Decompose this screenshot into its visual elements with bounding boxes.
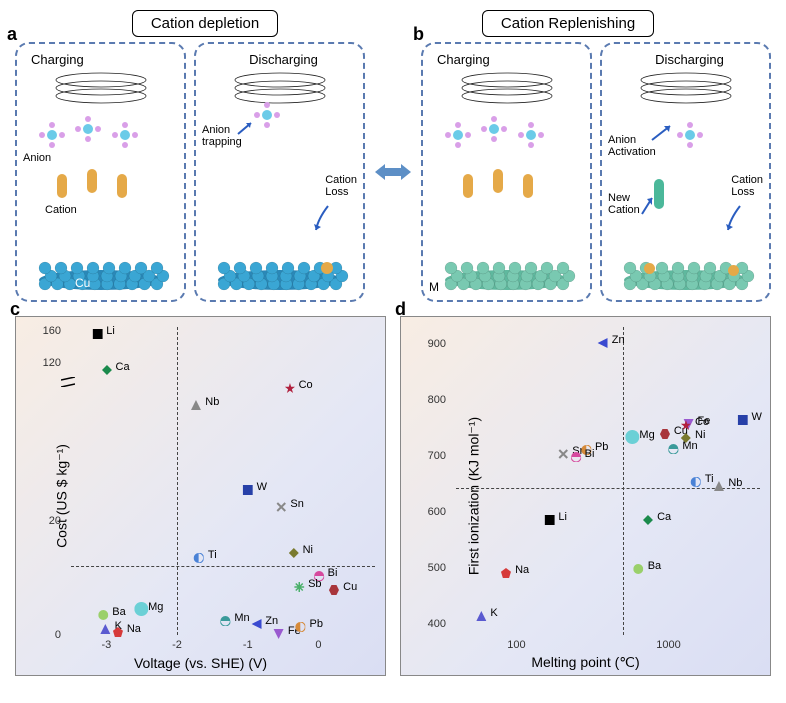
panel-d-letter: d: [395, 299, 406, 320]
panel-b-charging: Charging M: [421, 42, 592, 302]
cation-loss-label: Cation Loss: [731, 174, 763, 198]
panel-a-charging: Charging Anion Cation Cu: [15, 42, 186, 302]
panel-b-letter: b: [413, 24, 424, 45]
arrow-icon: [638, 194, 656, 218]
chart-c: c Voltage (vs. SHE) (V) Cost (US $ kg⁻¹)…: [15, 316, 386, 676]
panel-a-letter: a: [7, 24, 17, 45]
electrode-m: [436, 244, 578, 292]
electrode-label: Cu: [75, 277, 90, 290]
chart-point-cu: Cu: [329, 581, 357, 593]
chart-point-co: Co: [285, 379, 313, 391]
anion-icon: [445, 122, 471, 148]
anion-icon: [112, 122, 138, 148]
chart-point-pb: Pb: [296, 618, 323, 630]
anion-label: Anion: [23, 152, 51, 164]
chart-point-li: Li: [92, 325, 115, 337]
lost-cation-icon: [728, 265, 739, 276]
chart-point-mg: Mg: [625, 429, 654, 441]
graphene-layers: [25, 70, 175, 110]
chart-point-ba: Ba: [98, 606, 125, 618]
chart-d-xlabel: Melting point (℃): [531, 654, 639, 671]
anion-icon: [518, 122, 544, 148]
chart-point-bi: Bi: [571, 448, 595, 460]
arrow-icon: [236, 119, 256, 139]
anion-icon: [75, 116, 101, 142]
chart-point-ni: Ni: [289, 544, 313, 556]
chart-d: d Melting point (℃) First ionization (KJ…: [400, 316, 771, 676]
chart-point-ni: Ni: [681, 429, 705, 441]
panel-a-discharging-title: Discharging: [210, 52, 357, 67]
cation-loss-label: Cation Loss: [325, 174, 357, 198]
chart-point-mg: Mg: [134, 601, 163, 613]
chart-point-co: Co: [681, 416, 709, 428]
anion-trapped-icon: [254, 102, 280, 128]
new-cation-label: New Cation: [608, 192, 640, 216]
electrode-m-label: M: [429, 281, 439, 294]
graphene-layers: [431, 70, 581, 110]
chart-point-k: K: [476, 607, 497, 619]
chart-point-na: Na: [501, 564, 529, 576]
cation-icon: [57, 174, 67, 198]
chart-point-bi: Bi: [314, 567, 338, 579]
panel-b-charging-title: Charging: [437, 52, 584, 67]
graphene-layers: [610, 70, 760, 110]
chart-point-sb: Sb: [294, 578, 321, 590]
arrow-icon: [313, 204, 333, 234]
cation-icon: [87, 169, 97, 193]
title-depletion: Cation depletion: [132, 10, 278, 37]
lost-cation-icon: [321, 262, 333, 274]
anion-icon: [677, 122, 703, 148]
anion-icon: [481, 116, 507, 142]
panel-b-discharging: Discharging Anion Activation New Cation …: [600, 42, 771, 302]
chart-point-ca: Ca: [643, 511, 671, 523]
chart-point-nb: Nb: [714, 477, 742, 489]
title-replenishing: Cation Replenishing: [482, 10, 654, 37]
cation-icon: [117, 174, 127, 198]
cation-label: Cation: [45, 204, 77, 216]
panel-a-charging-title: Charging: [31, 52, 178, 67]
chart-c-plot-area: -3-2-10020120160LiCaNbCoWSnTiNiBiSbCuBaM…: [71, 327, 375, 635]
panel-b-discharging-title: Discharging: [616, 52, 763, 67]
panel-a-discharging: Discharging Anion trapping Cation Loss: [194, 42, 365, 302]
chart-point-ba: Ba: [634, 560, 661, 572]
chart-point-w: W: [243, 481, 267, 493]
cation-icon: [523, 174, 533, 198]
chart-point-ti: Ti: [691, 473, 714, 485]
chart-c-ylabel: Cost (US $ kg⁻¹): [53, 444, 70, 548]
chart-point-w: W: [737, 411, 761, 423]
electrode-cu: [30, 244, 172, 292]
chart-point-zn: Zn: [598, 334, 625, 346]
chart-c-xlabel: Voltage (vs. SHE) (V): [134, 655, 267, 671]
chart-d-plot-area: 1001000400500600700800900ZnMgCuFeCoWSnPb…: [456, 327, 760, 635]
chart-point-nb: Nb: [191, 396, 219, 408]
chart-point-sn: Sn: [276, 498, 303, 510]
arrow-icon: [725, 204, 745, 234]
lost-cation-icon: [644, 263, 655, 274]
chart-point-ca: Ca: [102, 361, 130, 373]
cation-icon: [493, 169, 503, 193]
chart-point-na: Na: [113, 623, 141, 635]
arrow-icon: [648, 122, 678, 144]
bidirectional-arrow-icon: [375, 162, 411, 182]
panel-c-letter: c: [10, 299, 20, 320]
chart-point-ti: Ti: [194, 549, 217, 561]
chart-point-li: Li: [544, 511, 567, 523]
cation-icon: [463, 174, 473, 198]
anion-icon: [39, 122, 65, 148]
chart-point-mn: Mn: [220, 612, 249, 624]
